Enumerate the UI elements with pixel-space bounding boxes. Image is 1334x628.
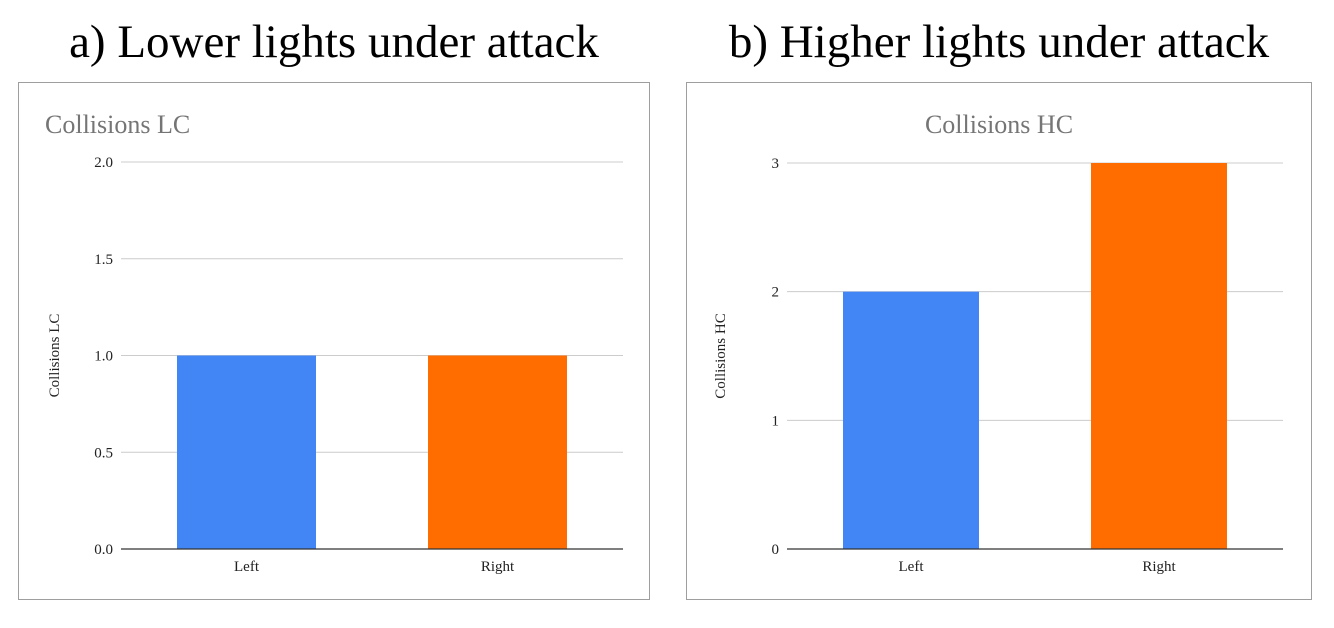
chart-b-bar-right — [1091, 163, 1227, 549]
chart-b-y-tick-label: 2 — [772, 285, 780, 301]
chart-b-y-tick-label: 0 — [772, 542, 780, 558]
chart-a-svg: Collisions LC 0.0 0.5 1.0 1.5 2.0 Collisions L… — [45, 110, 623, 575]
chart-b-bar-left — [843, 291, 979, 549]
chart-a-y-axis-title: Collisions LC — [47, 314, 63, 398]
chart-a-y-tick-label: 1.5 — [94, 252, 113, 268]
chart-a-bar-left — [177, 355, 316, 549]
panel-b-heading: b) Higher lights under attack — [728, 16, 1270, 68]
chart-b-category-label: Left — [899, 559, 925, 575]
chart-a-category-label: Left — [234, 559, 260, 575]
chart-a-bar-right — [428, 355, 567, 549]
chart-b-y-tick-label: 1 — [772, 413, 780, 429]
chart-b-frame: Collisions HC 0 1 2 3 Collisions HC Left Right — [686, 82, 1312, 600]
chart-b-category-label: Right — [1142, 559, 1176, 575]
chart-a-title: Collisions LC — [45, 110, 190, 139]
chart-a-y-tick-label: 0.5 — [94, 445, 113, 461]
chart-a-y-tick-label: 0.0 — [94, 542, 113, 558]
chart-b-y-tick-label: 3 — [772, 156, 780, 172]
chart-a-category-label: Right — [481, 559, 515, 575]
chart-b-svg: Collisions HC 0 1 2 3 Collisions HC Left Right — [713, 110, 1283, 575]
chart-a-frame: Collisions LC 0.0 0.5 1.0 1.5 2.0 Collisions L… — [18, 82, 650, 600]
chart-a-y-tick-label: 2.0 — [94, 155, 113, 171]
chart-a-y-tick-label: 1.0 — [94, 349, 113, 365]
chart-b-y-axis-title: Collisions HC — [713, 313, 729, 398]
panel-a-heading: a) Lower lights under attack — [69, 16, 599, 68]
chart-b-title: Collisions HC — [925, 110, 1073, 139]
